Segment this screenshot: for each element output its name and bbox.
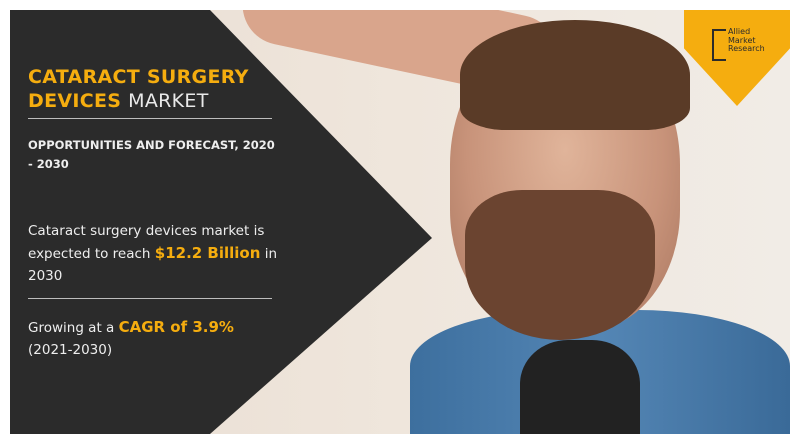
stat1-value: $12.2 Billion <box>154 244 261 262</box>
logo-line: Market <box>728 35 756 45</box>
stat2-pre: Growing at a <box>28 320 119 336</box>
logo-icon <box>712 29 726 61</box>
hair <box>460 20 690 130</box>
stat2-value: CAGR of 3.9% <box>118 318 234 336</box>
logo: Allied Market Research <box>728 27 765 54</box>
title-highlight-2: DEVICES <box>28 90 122 112</box>
logo-line: Allied <box>728 27 751 36</box>
tshirt <box>520 340 640 434</box>
page-title: CATARACT SURGERY DEVICES MARKET <box>28 65 249 113</box>
hero-photo <box>10 10 790 434</box>
market-value-stat: Cataract surgery devices market is expec… <box>28 220 288 287</box>
subtitle: OPPORTUNITIES AND FORECAST, 2020 - 2030 <box>28 138 275 171</box>
title-plain: MARKET <box>128 90 209 112</box>
stat1-post: in 2030 <box>28 246 278 284</box>
divider <box>28 118 272 119</box>
beard <box>465 190 655 340</box>
stat2-post: (2021-2030) <box>28 342 113 358</box>
cagr-stat: Growing at a CAGR of 3.9% (2021-2030) <box>28 316 288 361</box>
divider <box>28 298 272 299</box>
title-highlight-1: CATARACT SURGERY <box>28 66 249 88</box>
logo-line: Research <box>728 44 765 53</box>
stat1-pre: Cataract surgery devices market is expec… <box>28 223 265 262</box>
